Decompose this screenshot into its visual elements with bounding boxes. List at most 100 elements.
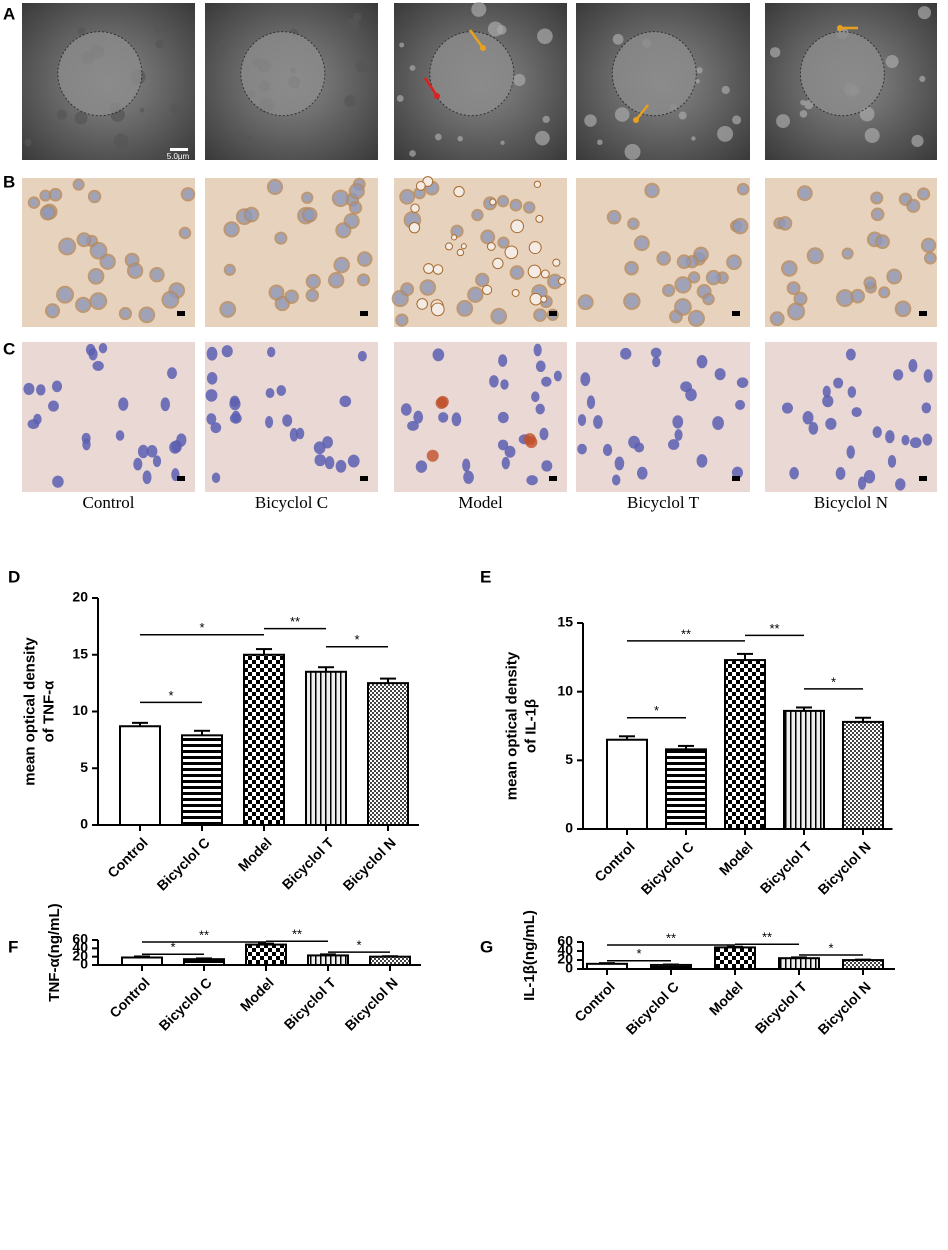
x-tick-label: Bicyclol C xyxy=(154,834,213,893)
nucleus xyxy=(906,198,921,213)
nucleus xyxy=(802,410,814,425)
x-tick-label: Control xyxy=(104,834,151,881)
vacuole xyxy=(487,21,503,37)
bar-chart: D 0 5 10 15 20 mean optical density of TNF-α Con… xyxy=(8,567,419,894)
significance-label: * xyxy=(654,703,659,718)
group-label: Model xyxy=(458,493,503,512)
x-tick-label: Bicyclol T xyxy=(281,974,339,1032)
nucleus xyxy=(58,237,77,256)
vacuole xyxy=(552,258,561,267)
cell-nucleus xyxy=(429,31,515,117)
nucleus xyxy=(348,183,365,200)
vacuole xyxy=(74,111,88,125)
nucleus xyxy=(501,456,510,470)
vacuole xyxy=(409,65,416,71)
y-axis-label: of TNF-α xyxy=(40,680,57,742)
x-tick-label: Bicyclol N xyxy=(815,838,874,897)
nucleus xyxy=(395,313,409,327)
nucleus xyxy=(274,231,288,245)
vacuole xyxy=(696,67,703,74)
vacuole xyxy=(460,243,467,250)
nucleus xyxy=(339,395,352,408)
nucleus xyxy=(451,412,462,427)
nucleus xyxy=(23,382,35,396)
nucleus xyxy=(923,369,933,383)
nucleus xyxy=(885,430,895,444)
nucleus xyxy=(650,347,662,358)
nucleus xyxy=(92,360,104,371)
nucleus xyxy=(206,413,217,425)
vacuole xyxy=(917,6,931,20)
significance-label: * xyxy=(828,940,833,955)
nucleus xyxy=(702,292,715,306)
nucleus xyxy=(87,267,105,285)
nucleus xyxy=(497,411,509,424)
arrow xyxy=(423,77,439,97)
nucleus xyxy=(623,292,641,310)
nucleus xyxy=(407,420,419,431)
nucleus xyxy=(205,389,218,402)
vacuole xyxy=(243,135,254,146)
nucleus xyxy=(305,288,320,303)
nucleus xyxy=(265,388,275,399)
vacuole xyxy=(919,75,926,83)
vacuole xyxy=(489,198,497,206)
x-tick-label: Model xyxy=(706,978,746,1018)
nucleus xyxy=(769,311,785,327)
nucleus xyxy=(289,427,299,442)
group-label: Control xyxy=(83,493,135,512)
vacuole xyxy=(732,115,742,125)
arrow xyxy=(468,29,485,49)
significance-label: ** xyxy=(292,927,302,942)
nucleus xyxy=(296,427,305,440)
nucleus xyxy=(892,369,904,381)
nucleus xyxy=(490,307,508,325)
panel-label: F xyxy=(8,937,18,956)
nucleus xyxy=(705,269,722,286)
nucleus xyxy=(917,187,931,201)
vacuole xyxy=(695,79,700,84)
nucleus xyxy=(908,359,918,373)
nucleus xyxy=(851,407,862,418)
vacuole xyxy=(345,18,360,33)
y-tick-label: 0 xyxy=(80,816,88,832)
scale-bar xyxy=(177,476,185,481)
micrograph xyxy=(576,342,750,492)
nucleus xyxy=(178,226,192,240)
arrow-head xyxy=(837,25,843,31)
nucleus xyxy=(509,265,525,280)
vacuole xyxy=(399,42,405,48)
nucleus xyxy=(223,221,240,238)
nucleus xyxy=(223,263,236,276)
vacuole xyxy=(482,284,493,295)
nucleus xyxy=(541,460,553,472)
nucleus xyxy=(314,454,326,467)
nucleus xyxy=(714,368,726,381)
vacuole xyxy=(624,143,641,160)
nucleus xyxy=(533,308,547,322)
y-tick-label: 20 xyxy=(557,951,573,967)
vacuole xyxy=(678,111,687,120)
cell-nucleus xyxy=(611,31,697,117)
group-label: Bicyclol N xyxy=(814,493,888,512)
nucleus xyxy=(313,441,326,455)
nucleus xyxy=(652,356,661,368)
nucleus xyxy=(787,302,806,321)
micrograph xyxy=(22,342,195,492)
vacuole xyxy=(513,73,526,87)
nucleus xyxy=(696,355,708,369)
scale-bar xyxy=(919,476,927,481)
nucleus xyxy=(347,454,360,468)
nucleus xyxy=(500,379,509,390)
nucleus xyxy=(356,251,373,267)
nucleus xyxy=(875,234,890,250)
nucleus xyxy=(39,204,56,221)
nucleus xyxy=(921,402,932,414)
significance-label: ** xyxy=(199,927,209,942)
nucleus xyxy=(808,422,819,435)
bar xyxy=(367,682,409,826)
vacuole xyxy=(432,264,444,275)
nucleus xyxy=(676,254,692,270)
nucleus xyxy=(796,185,813,202)
